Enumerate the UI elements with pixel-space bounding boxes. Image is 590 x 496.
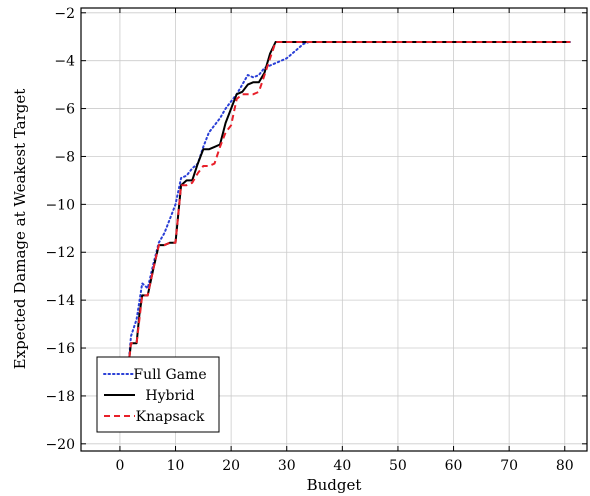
series-layer bbox=[127, 41, 572, 369]
y-tick-label: −2 bbox=[54, 6, 75, 22]
series-line-knapsack bbox=[127, 41, 571, 368]
y-tick-label: −8 bbox=[54, 149, 75, 165]
y-tick-label: −4 bbox=[54, 54, 75, 70]
x-tick-label: 20 bbox=[222, 458, 240, 474]
legend-label-hybrid: Hybrid bbox=[145, 388, 194, 404]
x-tick-label: 0 bbox=[115, 458, 124, 474]
x-tick-label: 60 bbox=[445, 458, 463, 474]
legend: Full Game Hybrid Knapsack bbox=[96, 356, 220, 433]
axis-ticks: 0 10 20 30 40 50 60 70 80 −20 −18 −16 −14 −12 −10 −8 −6 −… bbox=[45, 6, 587, 474]
y-tick-label: −6 bbox=[54, 102, 75, 118]
y-tick-label: −12 bbox=[45, 245, 75, 261]
y-tick-label: −14 bbox=[45, 293, 75, 309]
y-axis-title: Expected Damage at Weakest Target bbox=[11, 89, 29, 370]
legend-label-full-game: Full Game bbox=[133, 367, 206, 383]
y-tick-label: −20 bbox=[45, 437, 75, 453]
plot-frame bbox=[80, 7, 588, 452]
x-axis-title: Budget bbox=[307, 476, 362, 494]
x-tick-label: 40 bbox=[333, 458, 351, 474]
x-tick-label: 80 bbox=[556, 458, 574, 474]
y-tick-label: −18 bbox=[45, 389, 75, 405]
x-tick-label: 30 bbox=[278, 458, 296, 474]
legend-label-knapsack: Knapsack bbox=[136, 409, 205, 425]
x-tick-label: 10 bbox=[167, 458, 185, 474]
y-tick-label: −16 bbox=[45, 341, 75, 357]
y-tick-label: −10 bbox=[45, 197, 75, 213]
x-tick-label: 50 bbox=[389, 458, 407, 474]
x-tick-label: 70 bbox=[500, 458, 518, 474]
